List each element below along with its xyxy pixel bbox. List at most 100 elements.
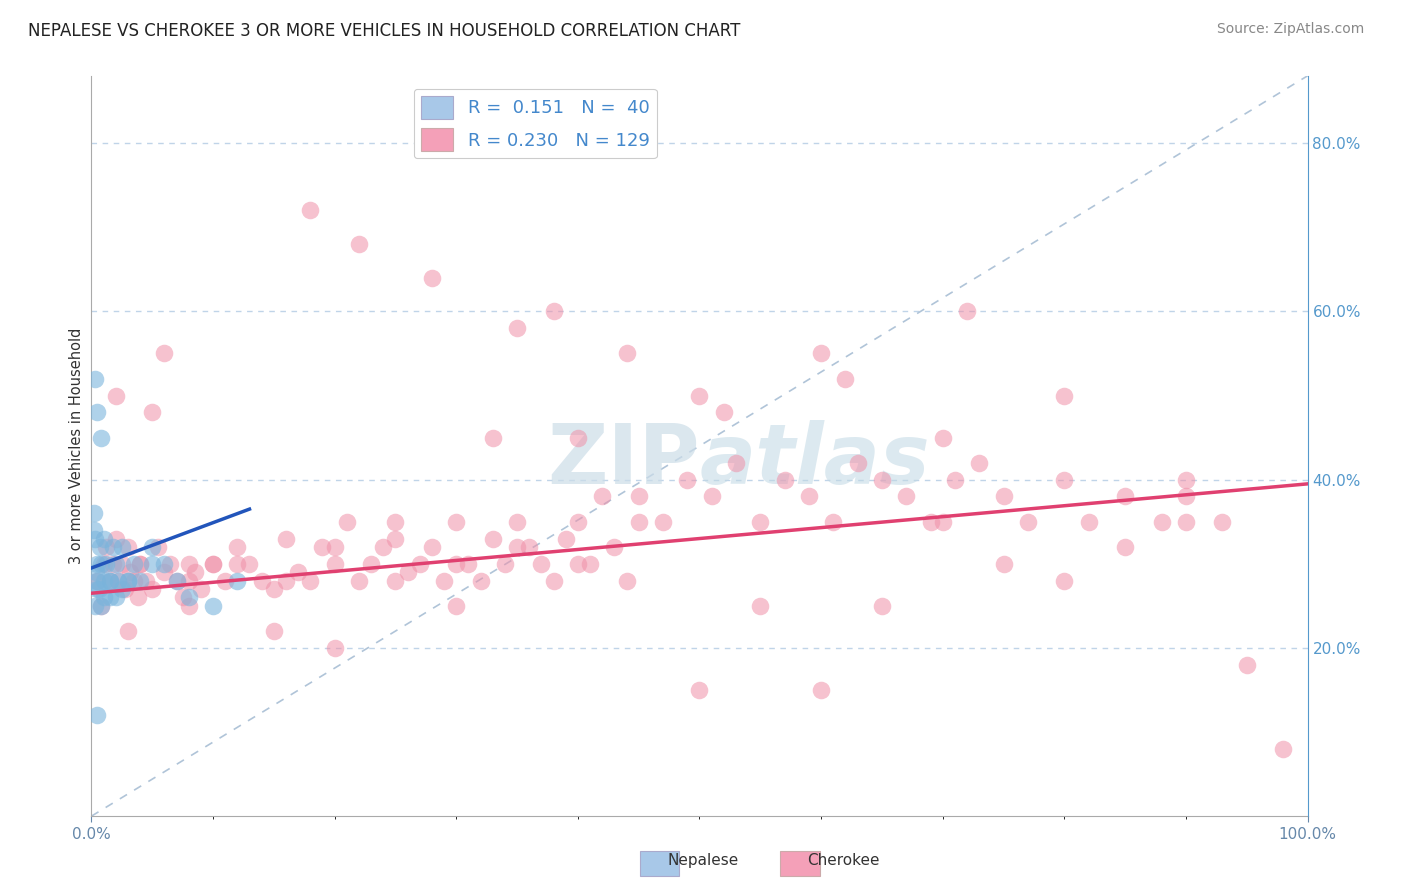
Point <box>98 574 121 588</box>
Point <box>336 515 359 529</box>
Point <box>823 515 845 529</box>
Point <box>141 540 163 554</box>
Point <box>506 515 529 529</box>
Point <box>86 574 108 588</box>
Point <box>1175 473 1198 487</box>
Point <box>543 574 565 588</box>
Point <box>98 591 121 605</box>
Text: NEPALESE VS CHEROKEE 3 OR MORE VEHICLES IN HOUSEHOLD CORRELATION CHART: NEPALESE VS CHEROKEE 3 OR MORE VEHICLES … <box>28 22 741 40</box>
Point <box>287 565 309 579</box>
Point <box>506 540 529 554</box>
Point <box>114 582 136 596</box>
Point <box>90 557 112 571</box>
Point <box>373 540 395 554</box>
Point <box>226 557 249 571</box>
Point <box>86 405 108 419</box>
Point <box>554 532 576 546</box>
Point <box>153 565 176 579</box>
Point <box>250 574 273 588</box>
Point <box>84 565 107 579</box>
Point <box>870 473 893 487</box>
Point <box>299 203 322 218</box>
Point <box>567 431 589 445</box>
Point <box>202 557 225 571</box>
Point <box>616 574 638 588</box>
Point <box>433 574 456 588</box>
Point <box>1272 742 1295 756</box>
Point <box>90 599 112 613</box>
Point <box>87 582 110 596</box>
Point <box>117 624 139 639</box>
Point <box>107 574 129 588</box>
Point <box>920 515 942 529</box>
Point <box>104 557 127 571</box>
Point <box>263 624 285 639</box>
Point <box>506 321 529 335</box>
Point <box>141 557 163 571</box>
Point <box>384 532 406 546</box>
Point <box>481 532 503 546</box>
Point <box>1150 515 1173 529</box>
Point <box>104 591 127 605</box>
Point <box>420 270 443 285</box>
Point <box>177 557 200 571</box>
Point <box>773 473 796 487</box>
Point <box>810 683 832 698</box>
Point <box>84 599 107 613</box>
Point <box>931 515 953 529</box>
Point <box>396 565 419 579</box>
Point <box>627 490 650 504</box>
Point <box>1017 515 1039 529</box>
Point <box>517 540 540 554</box>
Point <box>347 237 370 252</box>
Point <box>190 582 212 596</box>
Point <box>226 540 249 554</box>
Point <box>1053 388 1076 402</box>
Point <box>530 557 553 571</box>
Point <box>700 490 723 504</box>
Point <box>688 388 710 402</box>
Text: ZIP: ZIP <box>547 420 699 501</box>
Point <box>86 574 108 588</box>
Point <box>603 540 626 554</box>
Point <box>579 557 602 571</box>
Point <box>129 557 152 571</box>
Text: Nepalese: Nepalese <box>668 854 738 868</box>
Point <box>444 557 467 571</box>
Text: Cherokee: Cherokee <box>807 854 880 868</box>
Point <box>90 431 112 445</box>
Point <box>117 540 139 554</box>
Point <box>153 557 176 571</box>
Point <box>299 574 322 588</box>
Point <box>89 540 111 554</box>
Point <box>153 346 176 360</box>
Point <box>111 540 134 554</box>
Point <box>93 557 115 571</box>
Point <box>274 532 297 546</box>
Point <box>177 599 200 613</box>
Point <box>172 591 194 605</box>
Point <box>93 532 115 546</box>
Point <box>104 532 127 546</box>
Point <box>846 456 869 470</box>
Point <box>83 506 105 520</box>
Point <box>122 574 145 588</box>
Point <box>323 640 346 655</box>
Point <box>214 574 236 588</box>
Point <box>444 599 467 613</box>
Point <box>202 557 225 571</box>
Point <box>84 372 107 386</box>
Point <box>107 574 129 588</box>
Point <box>993 557 1015 571</box>
Point <box>384 574 406 588</box>
Point <box>93 591 115 605</box>
Point <box>591 490 613 504</box>
Point <box>1053 473 1076 487</box>
Point <box>84 532 107 546</box>
Point <box>90 599 112 613</box>
Point <box>1053 574 1076 588</box>
Point <box>688 683 710 698</box>
Point <box>481 431 503 445</box>
Point <box>870 599 893 613</box>
Y-axis label: 3 or more Vehicles in Household: 3 or more Vehicles in Household <box>69 328 84 564</box>
